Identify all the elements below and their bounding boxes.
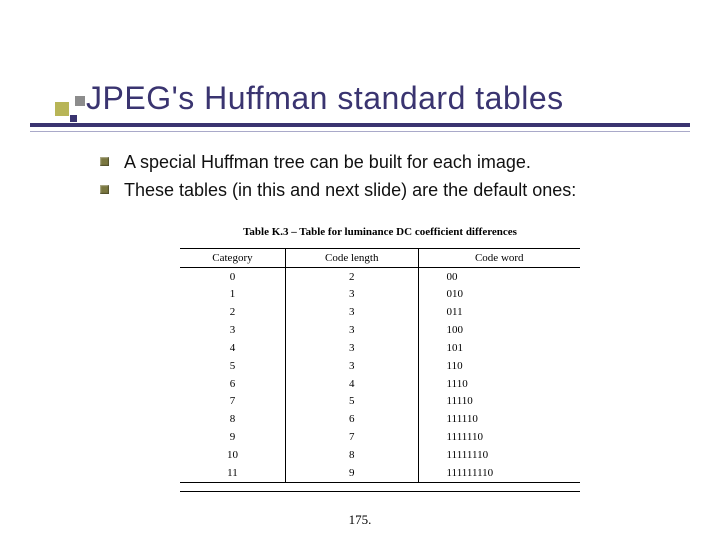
cell-word: 00 [418,268,580,286]
cell-word: 11111110 [418,446,580,464]
cell-cat: 2 [180,304,285,322]
table-row: 641110 [180,375,580,393]
cell-len: 3 [285,357,418,375]
cell-len: 9 [285,464,418,482]
col-code-word: Code word [418,249,580,268]
cell-len: 7 [285,429,418,447]
cell-cat: 11 [180,464,285,482]
page-number: 175. [0,512,720,528]
bullet-text: A special Huffman tree can be built for … [124,152,531,172]
cell-cat: 10 [180,446,285,464]
cell-word: 111111110 [418,464,580,482]
list-item: These tables (in this and next slide) ar… [100,178,690,202]
table-row: 43101 [180,339,580,357]
col-category: Category [180,249,285,268]
huffman-table-area: Table K.3 – Table for luminance DC coeff… [180,226,580,492]
title-wrap: JPEG's Huffman standard tables [86,80,700,117]
cell-word: 111110 [418,411,580,429]
body: A special Huffman tree can be built for … [100,150,690,207]
deco-square-mid-icon [75,96,85,106]
cell-cat: 0 [180,268,285,286]
cell-len: 3 [285,322,418,340]
cell-word: 100 [418,322,580,340]
table-row: 119111111110 [180,464,580,482]
table-row: 0200 [180,268,580,286]
slide-title: JPEG's Huffman standard tables [86,80,700,117]
cell-word: 1110 [418,375,580,393]
slide: JPEG's Huffman standard tables A special… [0,0,720,540]
title-rule-thick [30,123,690,127]
cell-len: 3 [285,286,418,304]
cell-len: 3 [285,339,418,357]
cell-cat: 9 [180,429,285,447]
table-row: 86111110 [180,411,580,429]
bullet-icon [100,185,109,194]
cell-cat: 8 [180,411,285,429]
cell-cat: 4 [180,339,285,357]
cell-len: 4 [285,375,418,393]
cell-len: 8 [285,446,418,464]
cell-word: 110 [418,357,580,375]
cell-cat: 5 [180,357,285,375]
table-row: 971111110 [180,429,580,447]
table-header-row: Category Code length Code word [180,249,580,268]
table-row: 53110 [180,357,580,375]
cell-cat: 6 [180,375,285,393]
huffman-table: Category Code length Code word 0200 1301… [180,248,580,483]
deco-square-small-icon [70,115,77,122]
cell-len: 5 [285,393,418,411]
title-rule-thin [30,131,690,132]
table-body: 0200 13010 23011 33100 43101 53110 64111… [180,268,580,483]
cell-word: 011 [418,304,580,322]
cell-word: 010 [418,286,580,304]
cell-len: 6 [285,411,418,429]
col-code-length: Code length [285,249,418,268]
bullet-icon [100,157,109,166]
table-row: 7511110 [180,393,580,411]
table-caption: Table K.3 – Table for luminance DC coeff… [180,226,580,238]
table-row: 23011 [180,304,580,322]
cell-cat: 3 [180,322,285,340]
bullet-list: A special Huffman tree can be built for … [100,150,690,203]
table-row: 10811111110 [180,446,580,464]
cell-word: 1111110 [418,429,580,447]
table-row: 33100 [180,322,580,340]
cell-word: 11110 [418,393,580,411]
cell-len: 2 [285,268,418,286]
deco-square-big-icon [55,102,69,116]
table-row: 13010 [180,286,580,304]
bullet-text: These tables (in this and next slide) ar… [124,180,576,200]
list-item: A special Huffman tree can be built for … [100,150,690,174]
table-bottom-rule [180,491,580,492]
cell-cat: 1 [180,286,285,304]
cell-len: 3 [285,304,418,322]
cell-word: 101 [418,339,580,357]
cell-cat: 7 [180,393,285,411]
